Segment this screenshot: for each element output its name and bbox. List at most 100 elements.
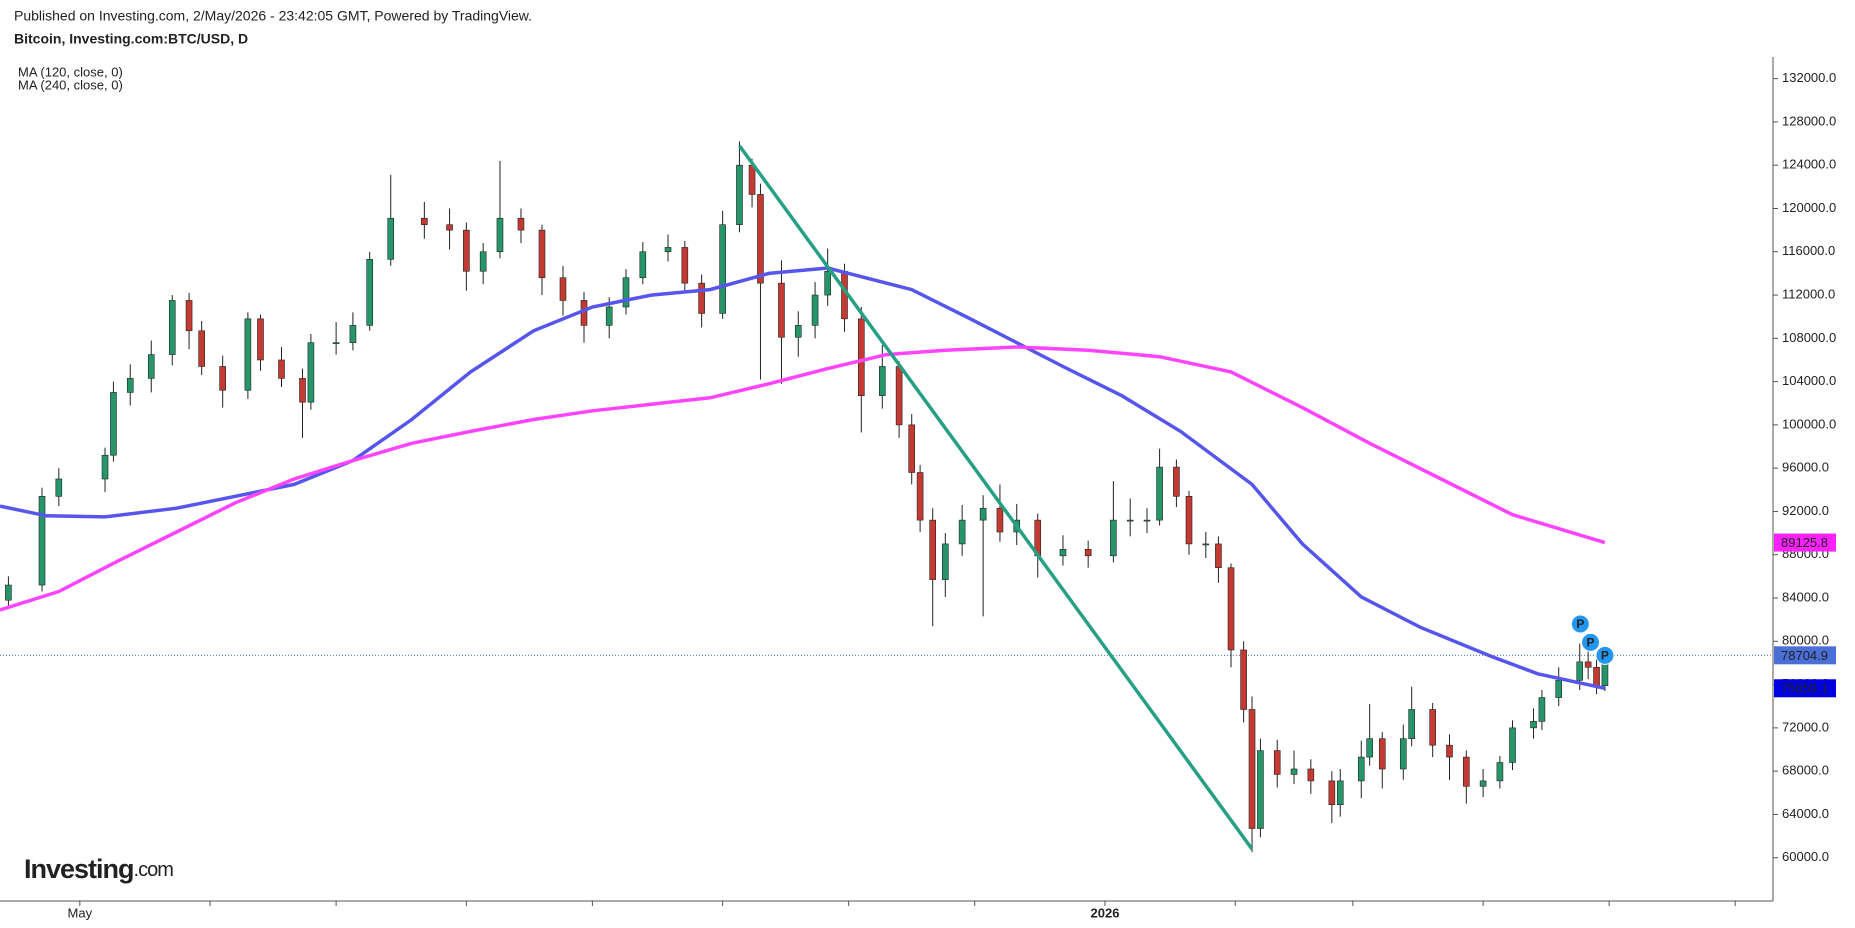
candle-body [664, 247, 672, 253]
candle-body [942, 543, 949, 580]
candle-body [778, 282, 785, 338]
y-tick-label: 100000.0 [1782, 416, 1836, 431]
x-tick-label: 2026 [1091, 905, 1120, 920]
y-tick-label: 108000.0 [1782, 330, 1836, 345]
candle-body [1378, 738, 1386, 770]
y-tick-label: 120000.0 [1782, 200, 1836, 215]
trendline [738, 144, 1254, 851]
candle-body [349, 325, 357, 343]
candle-body [1555, 679, 1563, 698]
candle-body [979, 507, 987, 521]
candle-body [538, 229, 546, 279]
candle-body [895, 366, 903, 426]
price-label: 78704.9 [1781, 648, 1828, 663]
ma-line [0, 345, 1606, 612]
candle-body [916, 472, 924, 521]
published-note: Published on Investing.com, 2/May/2026 -… [14, 8, 532, 24]
candle-body [126, 378, 134, 393]
y-tick-label: 104000.0 [1782, 373, 1836, 388]
candle-body [168, 300, 176, 355]
candle-body [278, 359, 285, 379]
candle-body [908, 424, 916, 473]
candle-body [1399, 738, 1407, 770]
y-tick-label: 84000.0 [1782, 589, 1829, 604]
candle-body [1227, 567, 1235, 651]
price-label-box [1774, 646, 1836, 665]
candle-body [929, 519, 937, 580]
price-label: 75659.1 [1781, 681, 1828, 696]
candle-body [1479, 780, 1487, 787]
candle-body [639, 251, 647, 279]
candle-body [681, 247, 689, 284]
candle-body [1173, 466, 1180, 497]
marker-label: P [1601, 649, 1609, 663]
candle-body [857, 318, 865, 396]
candle-body [719, 224, 726, 314]
candle-body [996, 507, 1004, 533]
price-label: 89125.8 [1781, 535, 1828, 550]
candle-body [1273, 750, 1281, 775]
candle-body [1593, 666, 1600, 686]
candle-body [1357, 756, 1365, 782]
candle-body [1240, 649, 1247, 710]
candle-body [1496, 762, 1504, 782]
candle-body [463, 229, 470, 272]
candle-body [299, 378, 306, 403]
legend-entry: MA (240, close, 0) [18, 77, 123, 92]
ma-line [0, 266, 1606, 691]
candle-body [1110, 519, 1117, 557]
candle-body [1408, 709, 1415, 739]
candle-body [1446, 744, 1453, 758]
candle-body [1429, 709, 1436, 746]
y-tick-label: 132000.0 [1782, 70, 1836, 85]
marker [1581, 632, 1601, 652]
candle-body [244, 318, 252, 391]
y-tick-label: 60000.0 [1782, 849, 1829, 864]
candle-body [1156, 466, 1163, 521]
candle-body [1538, 697, 1546, 722]
candle-body [1084, 549, 1092, 557]
y-tick-label: 116000.0 [1782, 243, 1835, 258]
candle-body [198, 330, 205, 367]
candle-body [1248, 709, 1256, 829]
logo: Investing.com [24, 854, 173, 884]
candle-body [824, 270, 831, 296]
candle-body [38, 496, 46, 586]
candle-body [1202, 543, 1210, 546]
candle-body [1336, 780, 1344, 805]
y-tick-label: 124000.0 [1782, 157, 1836, 172]
candle-body [496, 217, 504, 253]
candle-body [1185, 496, 1193, 545]
candle-body [958, 519, 966, 545]
y-tick-label: 72000.0 [1782, 719, 1829, 734]
candle-body [736, 164, 743, 226]
candle-body [1509, 727, 1516, 763]
candle-body [55, 478, 63, 497]
candle-body [1328, 780, 1336, 805]
y-tick-label: 96000.0 [1782, 460, 1829, 475]
candle-body [5, 584, 12, 601]
logo-suffix: .com [134, 859, 174, 881]
candle-body [878, 366, 886, 396]
y-tick-label: 80000.0 [1782, 633, 1829, 648]
candle-body [185, 300, 193, 332]
candle-body [1215, 543, 1222, 569]
candle-body [559, 277, 567, 301]
candle-body [1584, 661, 1592, 668]
x-tick-label: May [68, 905, 93, 920]
candle-body [622, 277, 630, 308]
candle-body [366, 259, 374, 326]
candle-body [307, 342, 315, 403]
candle-body [517, 217, 525, 231]
y-tick-label: 92000.0 [1782, 503, 1829, 518]
candle-body [257, 318, 264, 361]
candle-body [1307, 768, 1315, 782]
candle-body [605, 306, 613, 326]
candle-body [1257, 750, 1264, 829]
candle-body [479, 251, 487, 272]
marker [1570, 614, 1590, 634]
y-tick-label: 128000.0 [1782, 113, 1836, 128]
candle-body [794, 325, 802, 338]
